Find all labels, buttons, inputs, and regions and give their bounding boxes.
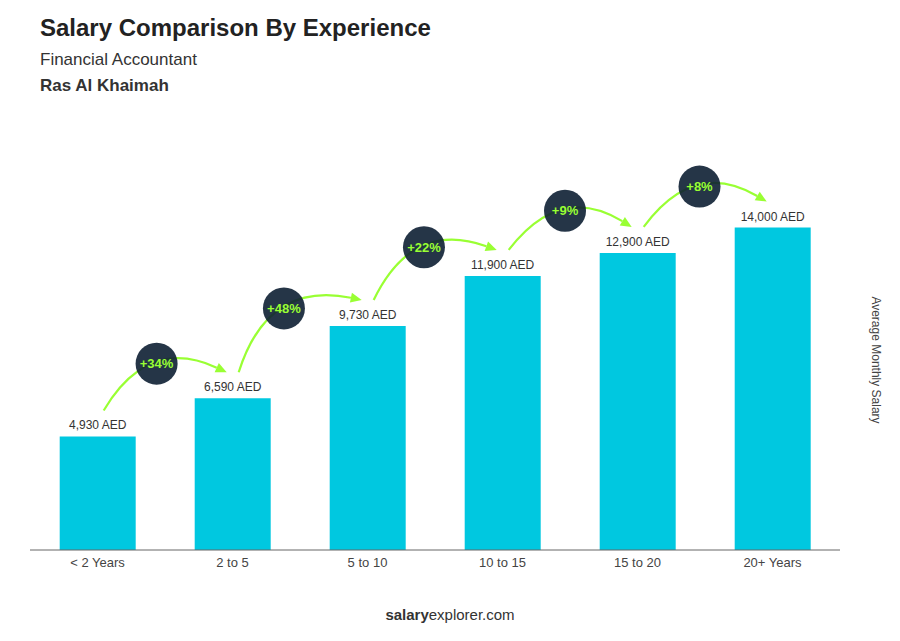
- html-text:Financial Accountant: Financial Accountant: [40, 50, 197, 69]
- svg-text:14,000 AED: 14,000 AED: [741, 210, 805, 224]
- svg-text:6,590 AED: 6,590 AED: [204, 380, 262, 394]
- svg-text:+48%: +48%: [267, 301, 301, 316]
- html-text:Ras Al Khaimah: Ras Al Khaimah: [40, 76, 169, 95]
- svg-text:+9%: +9%: [552, 203, 579, 218]
- html-text:Salary Comparison By Experienc: Salary Comparison By Experience: [40, 14, 431, 41]
- svg-text:10 to 15: 10 to 15: [479, 555, 526, 570]
- svg-text:12,900 AED: 12,900 AED: [606, 235, 670, 249]
- svg-text:5 to 10: 5 to 10: [348, 555, 388, 570]
- svg-text:4,930 AED: 4,930 AED: [69, 418, 127, 432]
- html-text:Average Monthly Salary: Average Monthly Salary: [869, 296, 883, 424]
- html-text:salary explorer.com: salary explorer.com: [385, 606, 515, 623]
- svg-text:15 to 20: 15 to 20: [614, 555, 661, 570]
- svg-text:11,900 AED: 11,900 AED: [471, 258, 534, 272]
- svg-text:+22%: +22%: [407, 240, 441, 255]
- svg-text:< 2 Years: < 2 Years: [70, 555, 125, 570]
- svg-text:+34%: +34%: [140, 356, 174, 371]
- svg-text:+8%: +8%: [686, 179, 713, 194]
- svg-text:9,730 AED: 9,730 AED: [339, 308, 397, 322]
- svg-text:2 to 5: 2 to 5: [216, 555, 249, 570]
- svg-text:20+ Years: 20+ Years: [743, 555, 802, 570]
